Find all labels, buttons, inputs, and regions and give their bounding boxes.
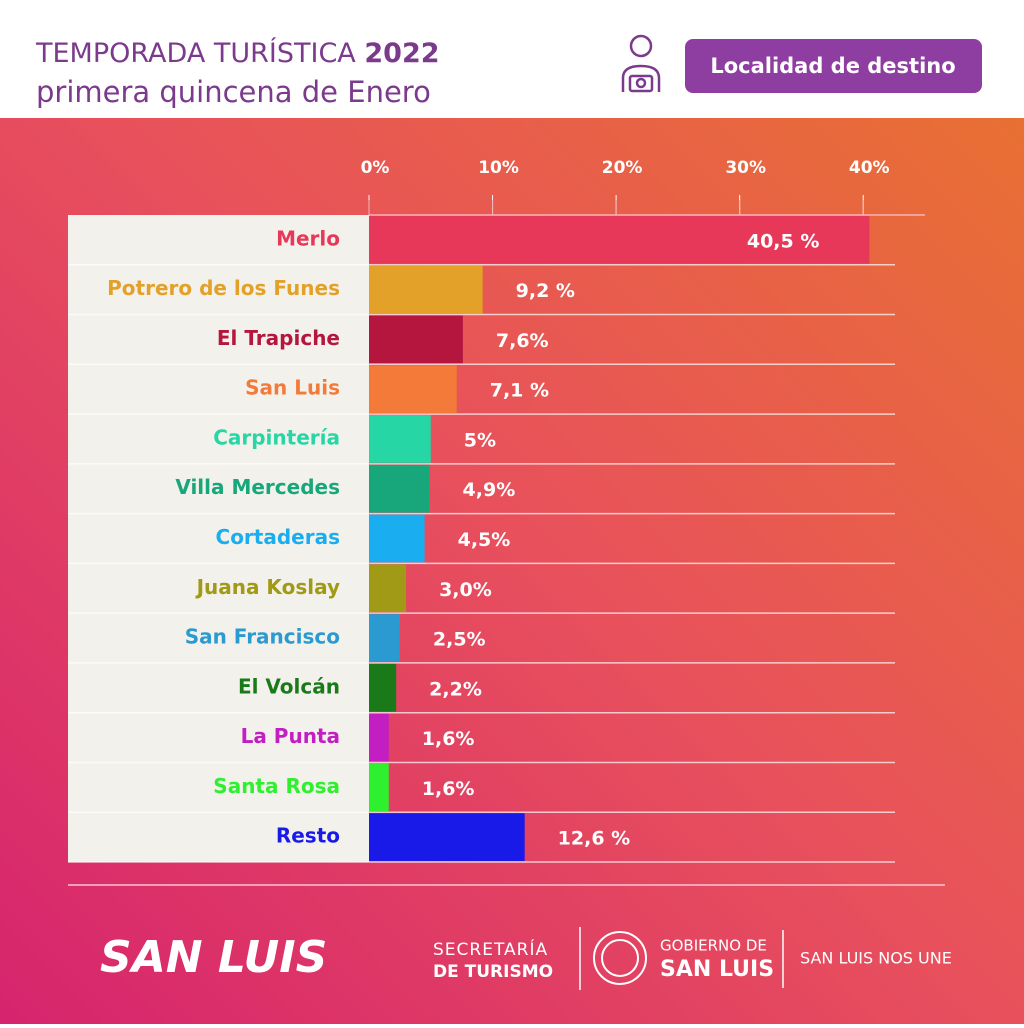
- category-label: Merlo: [276, 226, 340, 250]
- bar: [369, 315, 463, 364]
- bar: [369, 763, 389, 812]
- bar: [369, 663, 397, 712]
- bar: [369, 216, 870, 264]
- bar: [369, 365, 457, 414]
- value-label: 1,6%: [422, 728, 475, 750]
- title-year: 2022: [364, 38, 439, 69]
- category-label: Santa Rosa: [213, 774, 340, 798]
- value-label: 12,6 %: [558, 828, 631, 850]
- value-label: 4,5%: [458, 529, 511, 551]
- title: TEMPORADA TURÍSTICA 2022: [35, 37, 440, 69]
- tourist-icon: [621, 34, 661, 93]
- value-label: 7,1 %: [490, 380, 549, 402]
- bar: [369, 514, 425, 563]
- bar: [369, 415, 431, 463]
- x-tick-label: 0%: [361, 158, 390, 178]
- value-label: 2,5%: [433, 629, 486, 651]
- bar: [369, 564, 407, 613]
- category-label: Resto: [276, 824, 340, 848]
- bar: [369, 614, 400, 662]
- value-label: 3,0%: [439, 579, 492, 601]
- category-label: Cortaderas: [216, 525, 340, 549]
- chart: 0% 10% 20% 30% 40% Merlo 40,5 % Potrero de los …: [68, 158, 925, 863]
- category-label: El Trapiche: [217, 326, 340, 350]
- x-tick-label: 10%: [478, 158, 519, 178]
- category-label: Villa Mercedes: [175, 475, 340, 499]
- title-text: TEMPORADA TURÍSTICA: [35, 37, 356, 69]
- filter-button[interactable]: [685, 39, 982, 93]
- slogan: SAN LUIS NOS UNE: [800, 949, 952, 968]
- value-label: 9,2 %: [516, 280, 575, 302]
- x-tick-label: 30%: [725, 158, 766, 178]
- value-label: 1,6%: [422, 778, 475, 800]
- category-label: Carpintería: [213, 425, 340, 449]
- x-tick-label: 20%: [602, 158, 643, 178]
- gobierno-line1: GOBIERNO DE: [660, 937, 767, 955]
- category-label: El Volcán: [238, 674, 340, 698]
- value-label: 5%: [464, 429, 496, 451]
- bar: [369, 713, 389, 762]
- bar: [369, 813, 525, 861]
- category-label: La Punta: [241, 724, 340, 748]
- coat-of-arms: [593, 931, 647, 985]
- bar: [369, 464, 430, 513]
- bar: [369, 265, 483, 314]
- value-label: 2,2%: [429, 678, 482, 700]
- filter-button-label[interactable]: Localidad de destino: [710, 54, 955, 78]
- secretaria-line1: SECRETARÍA: [433, 938, 548, 960]
- secretaria-line2: DE TURISMO: [433, 962, 553, 982]
- value-label: 7,6%: [496, 330, 549, 352]
- footer-logo: SAN LUIS: [100, 932, 327, 983]
- value-label: 4,9%: [463, 479, 516, 501]
- category-label: Potrero de los Funes: [107, 276, 340, 300]
- label-panel: [68, 215, 369, 862]
- category-label: Juana Koslay: [195, 575, 340, 599]
- x-tick-label: 40%: [849, 158, 890, 178]
- category-label: San Luis: [245, 376, 340, 400]
- subtitle: primera quincena de Enero: [36, 75, 431, 109]
- value-label: 40,5 %: [747, 230, 820, 252]
- category-label: San Francisco: [185, 625, 340, 649]
- gobierno-line2: SAN LUIS: [660, 957, 774, 982]
